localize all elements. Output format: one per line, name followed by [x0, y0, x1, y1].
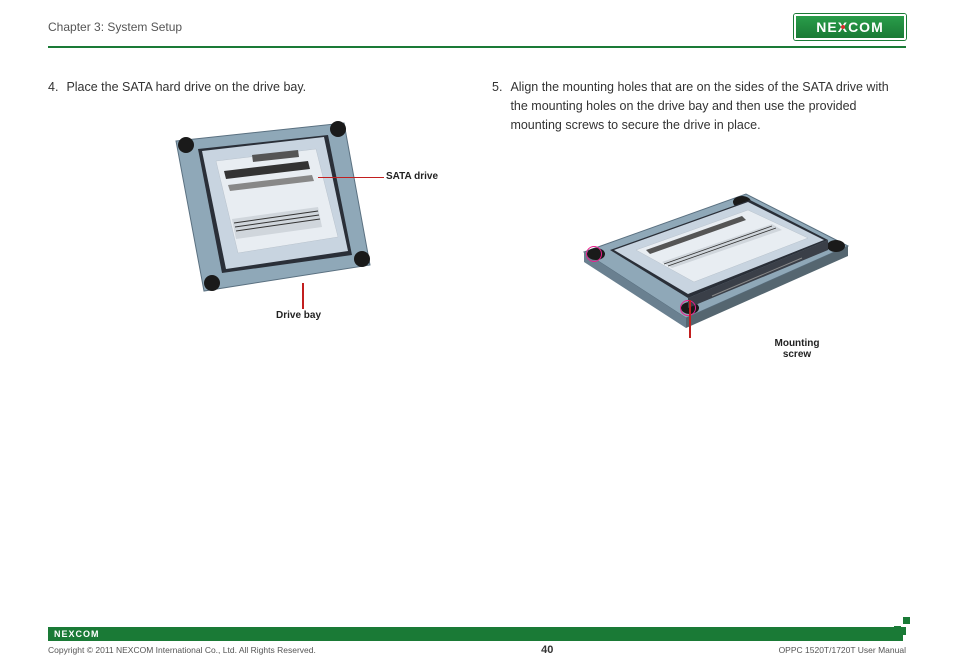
page-header: Chapter 3: System Setup NEXCOM: [0, 0, 954, 46]
page-footer: NEXCOM Copyright © 2011 NEXCOM Internati…: [48, 627, 906, 656]
label-mounting-screw: Mounting screw: [767, 338, 827, 360]
document-title: OPPC 1520T/1720T User Manual: [779, 645, 906, 655]
label-sata-drive: SATA drive: [386, 171, 438, 182]
right-column: 5. Align the mounting holes that are on …: [492, 78, 906, 382]
step-body: Place the SATA hard drive on the drive b…: [66, 78, 306, 97]
label-drive-bay: Drive bay: [276, 310, 321, 321]
chapter-title: Chapter 3: System Setup: [48, 20, 182, 34]
figure-5: Mounting screw: [492, 152, 906, 382]
step-4: 4. Place the SATA hard drive on the driv…: [48, 78, 462, 97]
callout-line-sata: [318, 177, 384, 179]
copyright-text: Copyright © 2011 NEXCOM International Co…: [48, 645, 316, 655]
step-number: 5.: [492, 78, 502, 134]
content-area: 4. Place the SATA hard drive on the driv…: [0, 48, 954, 382]
footer-row: Copyright © 2011 NEXCOM International Co…: [48, 644, 906, 656]
hdd-on-bay-illustration: [168, 115, 378, 305]
hdd-mounting-illustration: [572, 180, 852, 340]
callout-line-mount: [689, 300, 691, 338]
left-column: 4. Place the SATA hard drive on the driv…: [48, 78, 462, 382]
page-number: 40: [541, 644, 553, 656]
callout-line-bay: [302, 283, 304, 309]
logo-text: NEXCOM: [816, 19, 883, 35]
figure-4: SATA drive Drive bay: [48, 115, 462, 345]
brand-logo: NEXCOM: [794, 14, 906, 40]
step-5: 5. Align the mounting holes that are on …: [492, 78, 906, 134]
footer-decoration: [886, 617, 910, 641]
step-number: 4.: [48, 78, 58, 97]
footer-bar: NEXCOM: [48, 627, 906, 641]
step-body: Align the mounting holes that are on the…: [510, 78, 906, 134]
footer-logo: NEXCOM: [54, 629, 100, 639]
